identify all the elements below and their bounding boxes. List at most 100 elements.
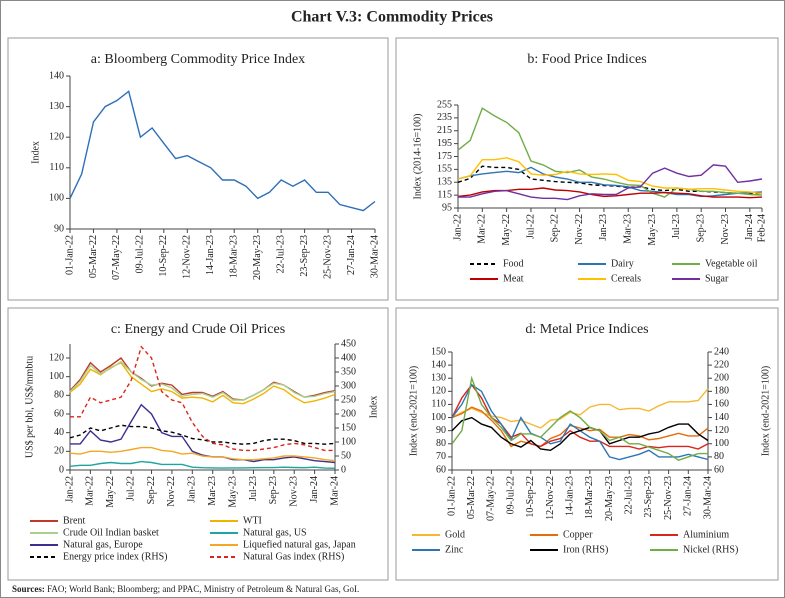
series-line [458, 164, 763, 201]
y-tick-label: 120 [431, 386, 446, 397]
y-tick-label: 135 [437, 177, 452, 188]
y-tick-label: 175 [437, 151, 452, 162]
x-tick-label: Jul-23 [248, 476, 259, 501]
y-tick-label: 120 [49, 352, 64, 363]
series-line [457, 187, 763, 199]
y-tick-label: 130 [49, 101, 64, 112]
y-axis-label: Index (end-2021=100) [408, 366, 419, 456]
y-tick-label: 140 [431, 359, 446, 370]
x-tick-label: Jan-22 [452, 214, 463, 241]
x-tick-label: 09-Jul-22 [135, 235, 146, 273]
x-tick-label: 14-Jan-23 [564, 476, 575, 516]
source-text: FAO; World Bank; Bloomberg; and PPAC, Mi… [47, 584, 359, 594]
y-tick-label: 115 [437, 189, 452, 200]
legend-label: Natural gas, US [243, 527, 307, 538]
series-line [457, 157, 763, 195]
x-tick-label: 23-Sep-23 [299, 235, 310, 277]
x-tick-label: Jul-22 [525, 214, 536, 239]
y-tick-label: 40 [54, 427, 64, 438]
series-line [451, 416, 709, 452]
source: Sources: FAO; World Bank; Bloomberg; and… [12, 584, 359, 594]
y2-tick-label: 140 [714, 412, 729, 423]
x-tick-label: 27-Jan-24 [346, 235, 357, 275]
y-tick-label: 140 [49, 70, 64, 81]
series-line [69, 360, 336, 401]
y2-tick-label: 250 [341, 394, 356, 405]
legend-label: Food [503, 258, 524, 269]
panel-border [395, 37, 779, 301]
y-tick-label: 0 [59, 464, 64, 475]
y2-tick-label: 100 [714, 438, 729, 449]
y-tick-label: 80 [436, 438, 446, 449]
series-line [451, 406, 709, 448]
y-axis-label: Index [30, 141, 41, 164]
x-tick-label: 07-May-22 [486, 476, 497, 521]
x-tick-label: Mar-23 [207, 476, 218, 506]
x-tick-label: 01-Jan-22 [64, 235, 75, 275]
y2-tick-label: 150 [341, 422, 356, 433]
x-tick-label: Sep-22 [550, 214, 561, 242]
x-tick-label: 27-Jan-24 [683, 476, 694, 516]
legend-label: Zinc [445, 544, 464, 555]
x-tick-label: May-23 [647, 214, 658, 246]
y-tick-label: 130 [431, 373, 446, 384]
legend-label: WTI [243, 515, 262, 526]
x-tick-label: 18-Mar-23 [584, 476, 595, 519]
x-tick-label: 10-Sep-22 [525, 476, 536, 518]
series-line [70, 403, 336, 464]
x-tick-label: May-22 [105, 476, 116, 508]
y-tick-label: 100 [49, 193, 64, 204]
x-tick-label: Sep-23 [268, 476, 279, 504]
x-tick-label: Nov-22 [166, 476, 177, 507]
x-tick-label: May-23 [227, 476, 238, 508]
x-tick-label: 25-Nov-23 [663, 476, 674, 520]
x-tick-label: Sep-23 [695, 214, 706, 242]
legend-label: Nickel (RHS) [683, 544, 738, 555]
panel-title: a: Bloomberg Commodity Price Index [91, 52, 305, 67]
y-tick-label: 215 [437, 125, 452, 136]
x-tick-label: 30-Mar-24 [369, 235, 380, 278]
series-line [457, 107, 763, 198]
series-line [69, 460, 336, 469]
y-tick-label: 60 [436, 464, 446, 475]
x-tick-label: 01-Jan-22 [446, 476, 457, 516]
x-tick-label: Jan-22 [64, 476, 75, 503]
y2-tick-label: 160 [714, 399, 729, 410]
legend-label: Sugar [705, 273, 729, 284]
y2-tick-label: 220 [714, 359, 729, 370]
figure-title: Chart V.3: Commodity Prices [291, 9, 493, 26]
y2-tick-label: 200 [341, 408, 356, 419]
legend-label: Energy price index (RHS) [63, 551, 168, 562]
series-line [451, 388, 709, 429]
panel-border [395, 307, 779, 581]
x-tick-label: 10-Sep-22 [158, 235, 169, 277]
x-tick-label: 23-Sep-23 [643, 476, 654, 518]
x-tick-label: Nov-23 [720, 214, 731, 245]
x-tick-label: Mar-24 [329, 476, 340, 506]
x-tick-label: Nov-23 [289, 476, 300, 507]
y-tick-label: 195 [437, 138, 452, 149]
y2-tick-label: 0 [341, 464, 346, 475]
x-tick-label: 12-Nov-22 [545, 476, 556, 520]
x-tick-label: Jul-22 [125, 476, 136, 501]
legend-label: Dairy [611, 258, 634, 269]
y-tick-label: 155 [437, 164, 452, 175]
legend-label: Crude Oil Indian basket [63, 527, 159, 538]
y2-tick-label: 450 [341, 338, 356, 349]
x-tick-label: 30-Mar-24 [702, 476, 713, 519]
x-tick-label: Mar-23 [623, 214, 634, 244]
y-tick-label: 20 [54, 446, 64, 457]
x-tick-label: Nov-22 [574, 214, 585, 245]
y-tick-label: 95 [442, 202, 452, 213]
panel-title: b: Food Price Indices [527, 52, 646, 67]
panel-border [7, 37, 389, 301]
legend-label: Copper [563, 529, 593, 540]
panel-title: c: Energy and Crude Oil Prices [111, 322, 285, 337]
legend-label: Meat [503, 273, 524, 284]
y-tick-label: 100 [49, 371, 64, 382]
series-line [451, 375, 708, 461]
y-tick-label: 80 [54, 390, 64, 401]
x-tick-label: 22-Jul-23 [624, 476, 635, 514]
y-tick-label: 100 [431, 412, 446, 423]
